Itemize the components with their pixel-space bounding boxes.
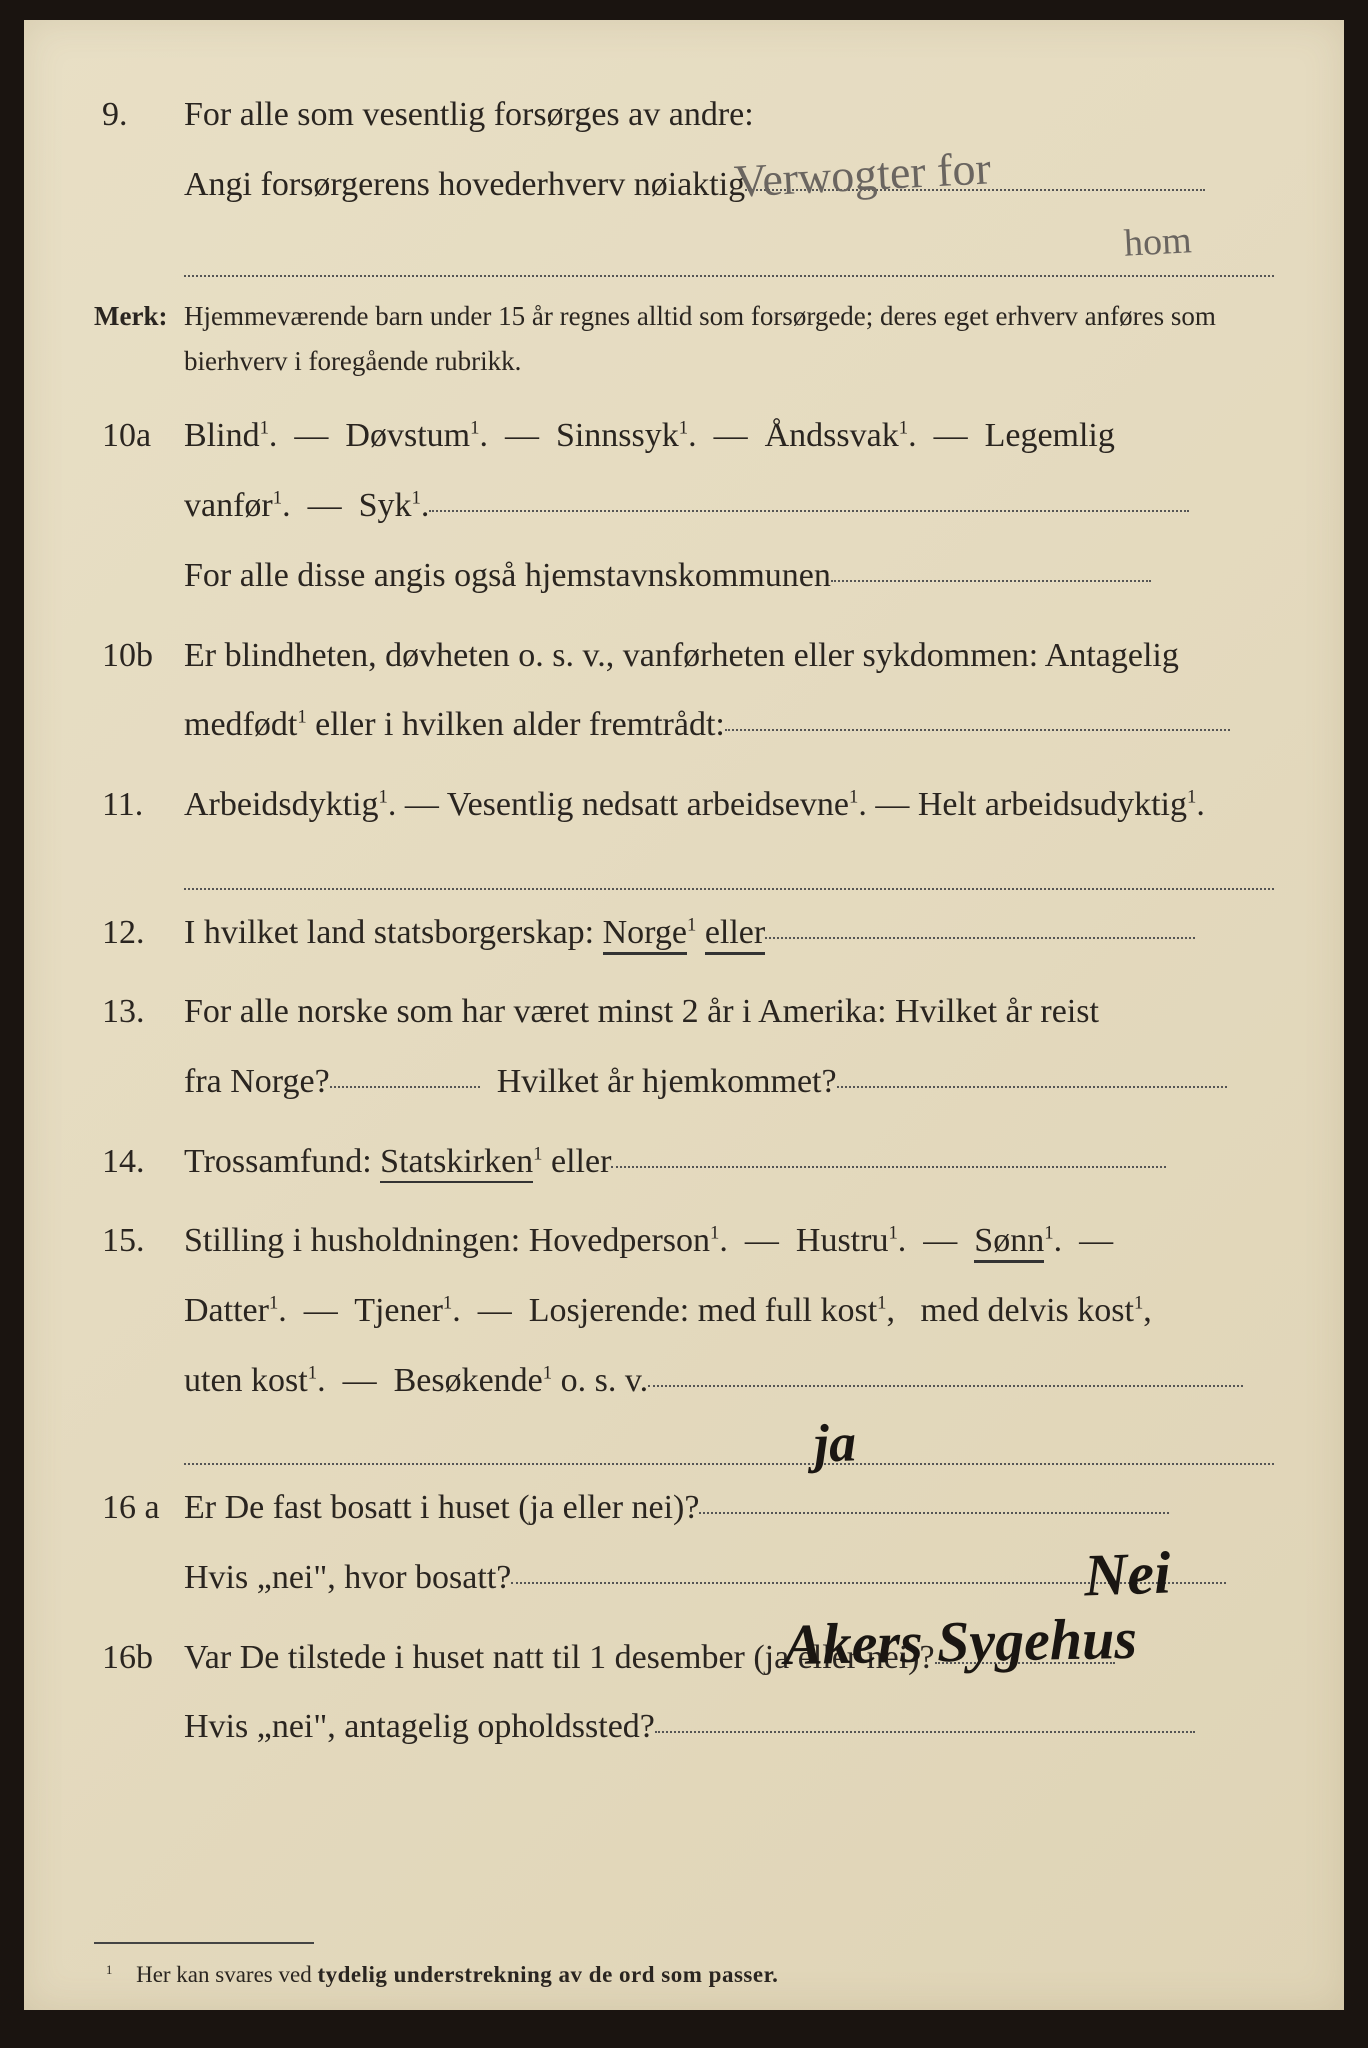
q15-content: Stilling i husholdningen: Hovedperson1. … xyxy=(184,1206,1274,1415)
q15-l3b: Besøkende xyxy=(394,1362,543,1399)
q15-l2a: Datter xyxy=(184,1292,269,1329)
q10a-num: 10a xyxy=(94,404,184,469)
q11-num: 11. xyxy=(94,773,184,838)
footnote-sup: 1 xyxy=(106,1963,112,1977)
handwriting-top2: hom xyxy=(1123,218,1193,265)
q9-num: 9. xyxy=(94,83,184,148)
q13-content: For alle norske som har været minst 2 år… xyxy=(184,977,1274,1116)
divider-after-11 xyxy=(184,850,1274,890)
q12-a: I hvilket land statsborgerskap: xyxy=(184,914,603,951)
q16b-l2: Hvis „nei", antagelig opholdssted? xyxy=(184,1708,655,1745)
q14-b: Statskirken xyxy=(380,1143,533,1183)
merk-label: Merk: xyxy=(94,291,184,342)
q10a-l2b: Syk xyxy=(359,487,412,524)
q15-b: Hustru xyxy=(796,1222,889,1259)
divider-after-15 xyxy=(184,1425,1274,1465)
q11-content: Arbeidsdyktig1. — Vesentlig nedsatt arbe… xyxy=(184,770,1274,840)
q12-b: Norge xyxy=(603,914,687,955)
q15-l3a: uten kost xyxy=(184,1362,308,1399)
q14-num: 14. xyxy=(94,1130,184,1195)
q14-row: 14. Trossamfund: Statskirken1 eller xyxy=(94,1127,1274,1197)
q10b-l1: Er blindheten, døvheten o. s. v., vanfør… xyxy=(184,637,1179,674)
q13-row: 13. For alle norske som har været minst … xyxy=(94,977,1274,1116)
q10a-a: Blind xyxy=(184,417,260,454)
q10a-l2a: vanfør xyxy=(184,487,273,524)
q12-content: I hvilket land statsborgerskap: Norge1 e… xyxy=(184,898,1274,968)
q15-l2d: med delvis kost xyxy=(921,1292,1134,1329)
q10b-row: 10b Er blindheten, døvheten o. s. v., va… xyxy=(94,621,1274,760)
q12-c: eller xyxy=(705,914,765,955)
q12-row: 12. I hvilket land statsborgerskap: Norg… xyxy=(94,898,1274,968)
q15-a: Stilling i husholdningen: Hovedperson xyxy=(184,1222,710,1259)
q15-num: 15. xyxy=(94,1209,184,1274)
hw-akers: Akers Sygehus xyxy=(783,1605,1137,1678)
footnote: 1 Her kan svares ved tydelig understrekn… xyxy=(94,1962,1274,1988)
q14-content: Trossamfund: Statskirken1 eller xyxy=(184,1127,1274,1197)
census-form-page: 9. For alle som vesentlig forsørges av a… xyxy=(24,20,1344,2010)
q9-row: 9. For alle som vesentlig forsørges av a… xyxy=(94,80,1274,281)
q16b-num: 16b xyxy=(94,1626,184,1691)
q11-c: Helt arbeidsudyktig xyxy=(918,786,1187,823)
q9-content: For alle som vesentlig forsørges av andr… xyxy=(184,80,1274,281)
hw-nei: Nei xyxy=(1083,1539,1172,1611)
q10a-d: Åndssvak xyxy=(765,417,899,454)
q15-c: Sønn xyxy=(974,1222,1044,1263)
q10a-b: Døvstum xyxy=(345,417,470,454)
q10a-row: 10a Blind1. — Døvstum1. — Sinnssyk1. — Å… xyxy=(94,401,1274,610)
q13-l2b: Hvilket år hjemkommet? xyxy=(497,1063,837,1100)
q16a-l1: Er De fast bosatt i huset (ja eller nei)… xyxy=(184,1489,699,1526)
q11-row: 11. Arbeidsdyktig1. — Vesentlig nedsatt … xyxy=(94,770,1274,840)
merk-text: Hjemmeværende barn under 15 år regnes al… xyxy=(184,294,1274,383)
q15-l2c: Losjerende: med full kost xyxy=(529,1292,877,1329)
q14-a: Trossamfund: xyxy=(184,1143,380,1180)
footnote-rule xyxy=(94,1942,314,1944)
q9-line1: For alle som vesentlig forsørges av andr… xyxy=(184,96,754,133)
q15-l3c: o. s. v. xyxy=(561,1362,649,1399)
q15-l2b: Tjener xyxy=(354,1292,443,1329)
hw-ja: ja xyxy=(813,1411,857,1474)
q10a-l3: For alle disse angis også hjemstavnskomm… xyxy=(184,557,831,594)
footnote-a: Her kan svares ved xyxy=(136,1962,317,1987)
q11-a: Arbeidsdyktig xyxy=(184,786,379,823)
q13-l2a: fra Norge? xyxy=(184,1063,330,1100)
q10b-l2b: eller i hvilken alder fremtrådt: xyxy=(315,706,725,743)
merk-row: Merk: Hjemmeværende barn under 15 år reg… xyxy=(94,291,1274,383)
q10a-c: Sinnssyk xyxy=(556,417,679,454)
q10a-e: Legemlig xyxy=(985,417,1115,454)
q15-row: 15. Stilling i husholdningen: Hovedperso… xyxy=(94,1206,1274,1415)
q10b-l2a: medfødt xyxy=(184,706,297,743)
q13-num: 13. xyxy=(94,980,184,1045)
q10a-content: Blind1. — Døvstum1. — Sinnssyk1. — Åndss… xyxy=(184,401,1274,610)
q14-c: eller xyxy=(551,1143,611,1180)
q10b-content: Er blindheten, døvheten o. s. v., vanfør… xyxy=(184,621,1274,760)
footnote-b: tydelig understrekning av de ord som pas… xyxy=(317,1962,778,1987)
q12-num: 12. xyxy=(94,901,184,966)
q13-l1: For alle norske som har været minst 2 år… xyxy=(184,993,1099,1030)
q9-line2a: Angi forsørgerens hovederhverv nøiaktig xyxy=(184,166,745,203)
q16a-l2: Hvis „nei", hvor bosatt? xyxy=(184,1559,511,1596)
q11-b: Vesentlig nedsatt arbeidsevne xyxy=(447,786,849,823)
q10b-num: 10b xyxy=(94,624,184,689)
q16a-num: 16 a xyxy=(94,1476,184,1541)
